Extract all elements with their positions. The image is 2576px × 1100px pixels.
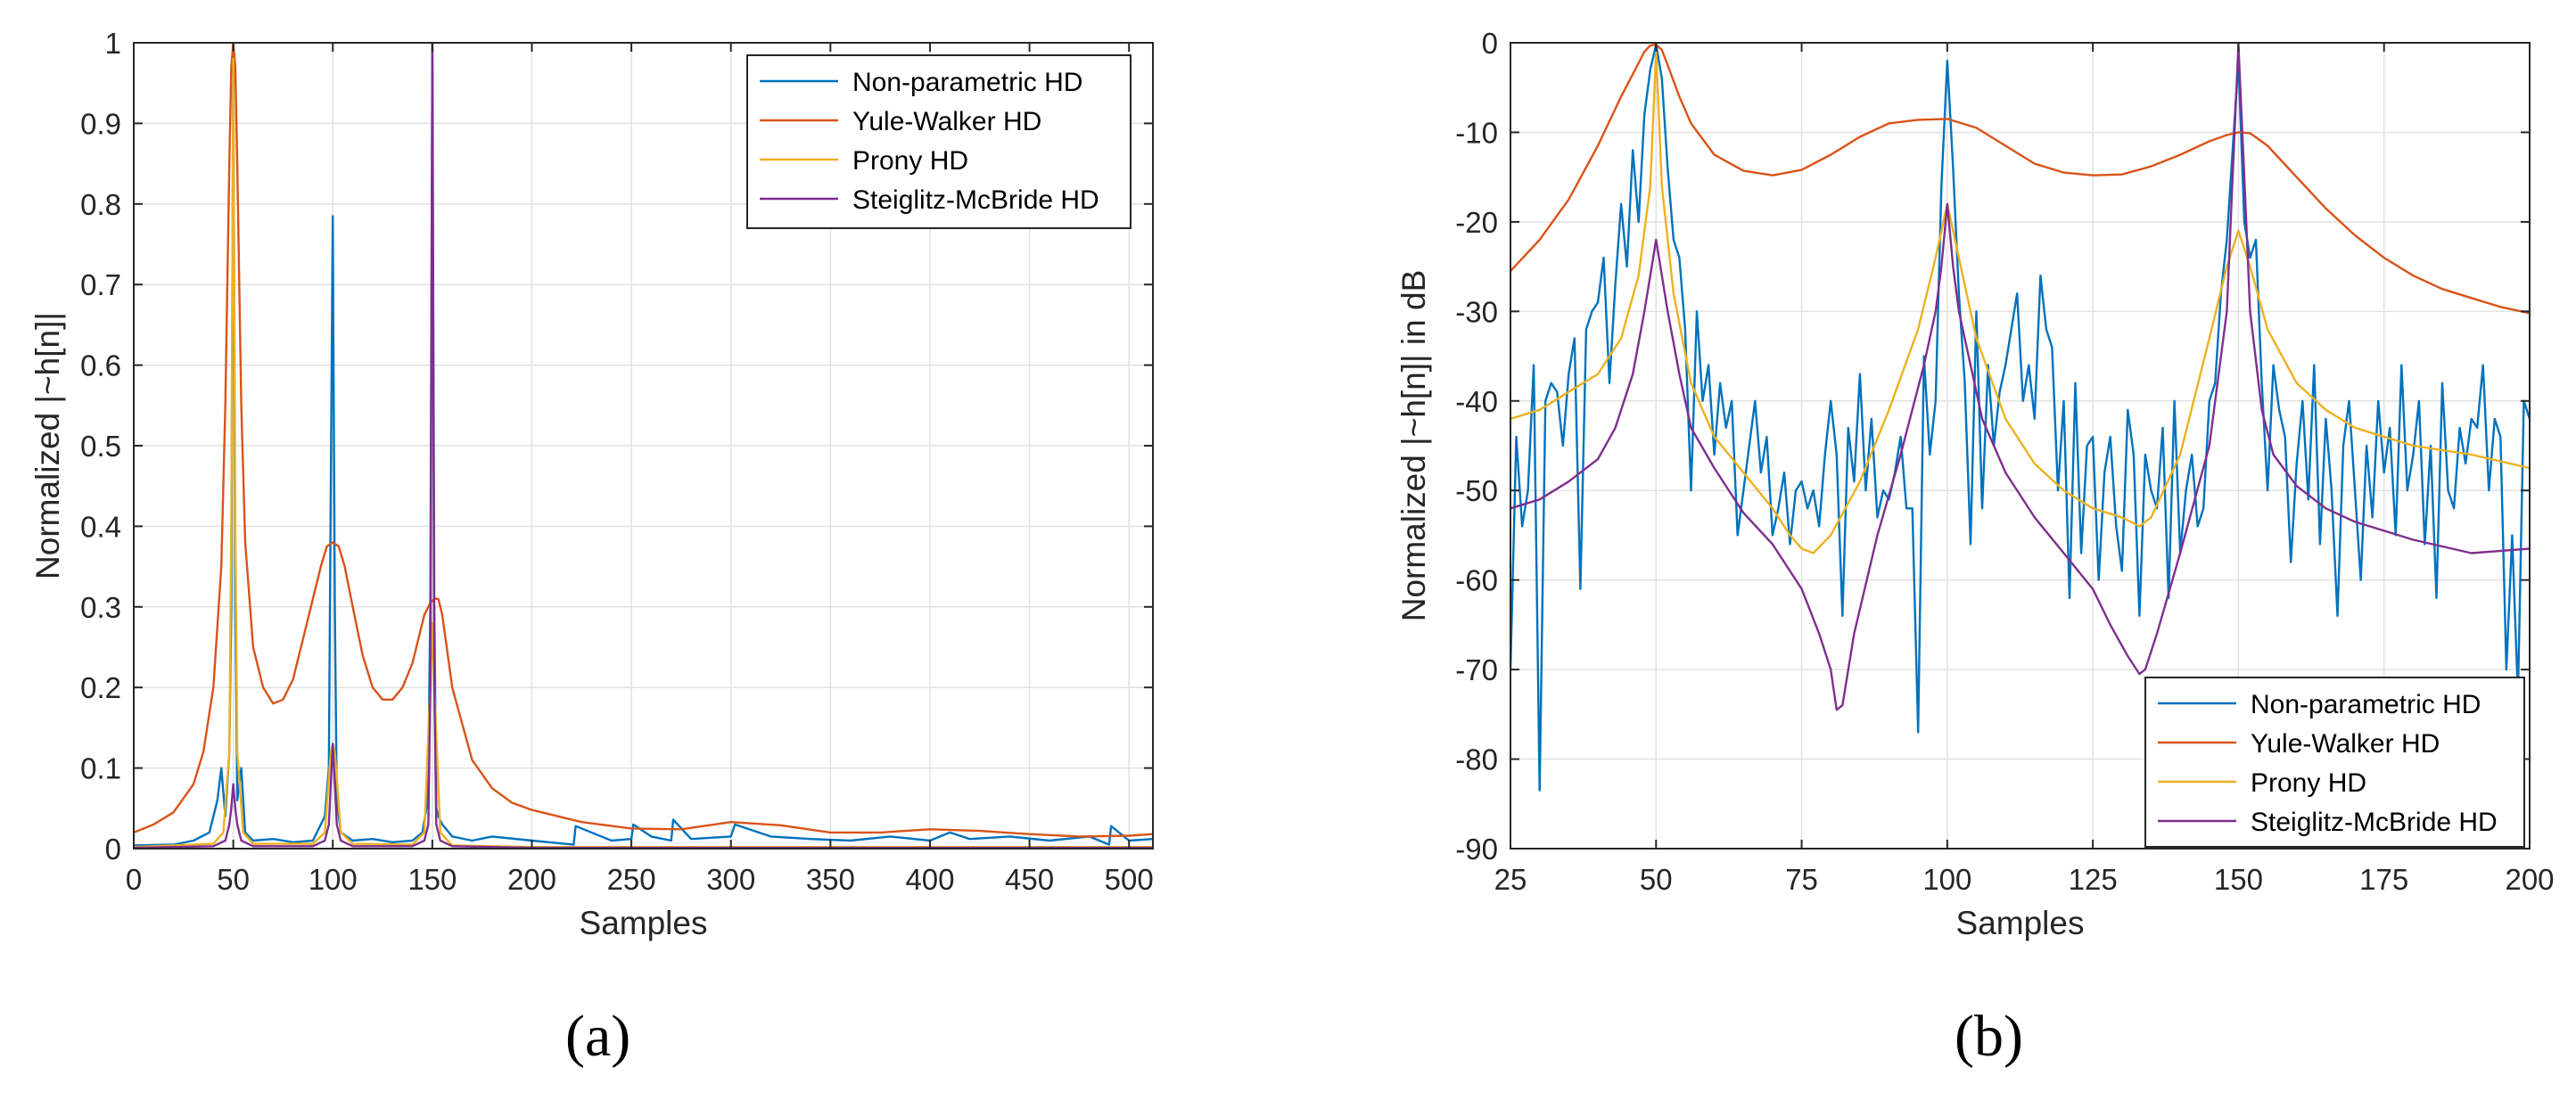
panel-a-caption: (a) bbox=[565, 1004, 631, 1069]
chart-panel-1: 25 50 75 100 125 150 175 200 -90 -80 -70 -60 -50 -40 -… bbox=[1395, 27, 2555, 941]
y-tick-label: 0.6 bbox=[80, 349, 121, 382]
x-tick-label: 50 bbox=[217, 863, 250, 896]
y-tick-label: -80 bbox=[1455, 743, 1498, 776]
x-tick-label: 0 bbox=[126, 863, 142, 896]
y-tick-label: -50 bbox=[1455, 474, 1498, 507]
x-tick-label: 150 bbox=[2214, 863, 2263, 896]
x-tick-label: 125 bbox=[2069, 863, 2118, 896]
axes-box bbox=[1510, 42, 2531, 850]
x-tick-label: 450 bbox=[1005, 863, 1054, 896]
series-line-1 bbox=[134, 43, 1153, 838]
x-tick-label: 50 bbox=[1640, 863, 1673, 896]
legend-box bbox=[2144, 677, 2525, 848]
x-tick-label: 175 bbox=[2359, 863, 2408, 896]
x-tick-label: 200 bbox=[507, 863, 556, 896]
series-line-3 bbox=[134, 43, 1153, 849]
y-axis-label: Normalized |~h[n]| bbox=[29, 312, 66, 579]
legend: Non-parametric HD Yule-Walker HD Prony HD S… bbox=[746, 54, 1132, 229]
y-tick-label: -30 bbox=[1455, 295, 1498, 328]
y-tick-label: 0.2 bbox=[80, 671, 121, 704]
x-tick-label: 25 bbox=[1494, 863, 1527, 896]
y-tick-label: -10 bbox=[1455, 116, 1498, 149]
y-tick-label: 0.4 bbox=[80, 510, 121, 543]
x-tick-label: 400 bbox=[905, 863, 954, 896]
y-tick-label: 0.8 bbox=[80, 188, 121, 221]
chart-panel-0: 0 50 100 150 200 250 300 350 400 450 500 0 0.1 0.2 0.3… bbox=[29, 27, 1154, 941]
x-tick-label: 300 bbox=[706, 863, 755, 896]
x-axis-label: Samples bbox=[1956, 905, 2085, 941]
y-tick-label: -40 bbox=[1455, 385, 1498, 418]
x-tick-label: 100 bbox=[309, 863, 358, 896]
y-tick-label: 1 bbox=[105, 27, 121, 60]
x-axis-label: Samples bbox=[580, 905, 708, 941]
y-tick-label: -60 bbox=[1455, 564, 1498, 597]
y-axis-label: Normalized |~h[n]| in dB bbox=[1395, 270, 1432, 622]
legend-label-1: Yule-Walker HD bbox=[852, 107, 1041, 136]
x-tick-label: 100 bbox=[1922, 863, 1971, 896]
y-tick-label: -90 bbox=[1455, 833, 1498, 866]
y-tick-label: 0.1 bbox=[80, 752, 121, 785]
y-tick-label: 0.5 bbox=[80, 430, 121, 463]
legend-label-3: Steiglitz-McBride HD bbox=[2251, 808, 2498, 837]
series-group bbox=[1510, 43, 2530, 792]
y-tick-label: -70 bbox=[1455, 653, 1498, 686]
series-group bbox=[134, 43, 1153, 849]
y-tick-label: 0.3 bbox=[80, 591, 121, 624]
y-tick-label: 0.7 bbox=[80, 268, 121, 301]
legend-label-0: Non-parametric HD bbox=[2251, 690, 2481, 719]
series-line-3 bbox=[1510, 43, 2530, 711]
legend: Non-parametric HD Yule-Walker HD Prony HD S… bbox=[2144, 677, 2525, 848]
x-tick-label: 250 bbox=[607, 863, 656, 896]
y-tick-label: -20 bbox=[1455, 206, 1498, 239]
series-line-0 bbox=[134, 43, 1153, 847]
x-tick-label: 150 bbox=[407, 863, 457, 896]
x-tick-label: 350 bbox=[806, 863, 855, 896]
y-tick-label: 0.9 bbox=[80, 107, 121, 140]
x-tick-label: 200 bbox=[2505, 863, 2554, 896]
legend-label-0: Non-parametric HD bbox=[852, 68, 1082, 97]
series-line-0 bbox=[1510, 43, 2530, 792]
series-line-1 bbox=[1510, 43, 2530, 315]
legend-label-1: Yule-Walker HD bbox=[2251, 729, 2440, 759]
panel-b-caption: (b) bbox=[1955, 1004, 2023, 1069]
x-tick-label: 75 bbox=[1785, 863, 1818, 896]
y-tick-label: 0 bbox=[105, 833, 121, 866]
y-tick-label: 0 bbox=[1482, 27, 1498, 60]
x-tick-label: 500 bbox=[1105, 863, 1154, 896]
legend-label-2: Prony HD bbox=[852, 146, 968, 176]
legend-label-3: Steiglitz-McBride HD bbox=[852, 185, 1099, 215]
legend-label-2: Prony HD bbox=[2251, 768, 2366, 798]
